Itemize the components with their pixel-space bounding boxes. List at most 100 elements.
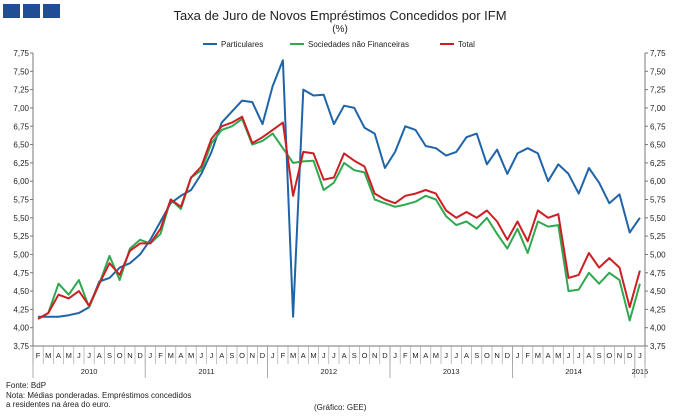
method-note-2: a residentes na área do euro. [6,400,111,409]
y-tick-label-right: 5,00 [650,250,666,259]
y-tick-label-left: 4,25 [13,305,29,314]
x-month-label: J [199,351,203,360]
x-month-label: D [137,351,143,360]
y-tick-label-left: 5,50 [13,214,29,223]
y-tick-label-right: 5,25 [650,232,666,241]
y-tick-label-left: 7,75 [13,49,29,58]
x-month-label: M [45,351,51,360]
x-month-label: N [372,351,377,360]
x-month-label: A [342,351,347,360]
x-month-label: F [525,351,530,360]
y-tick-label-right: 4,50 [650,287,666,296]
y-tick-label-right: 7,50 [650,67,666,76]
x-month-label: F [36,351,41,360]
y-tick-label-right: 4,00 [650,324,666,333]
y-tick-label-left: 4,50 [13,287,29,296]
x-month-label: M [168,351,174,360]
x-month-label: S [352,351,357,360]
x-month-label: N [617,351,622,360]
legend-label-sociedades: Sociedades não Financeiras [308,40,409,49]
y-tick-label-right: 7,00 [650,104,666,113]
x-month-label: A [464,351,469,360]
x-month-label: S [474,351,479,360]
x-month-label: J [87,351,91,360]
x-month-label: D [382,351,388,360]
x-month-label: J [148,351,152,360]
x-month-label: O [484,351,490,360]
logo-square-2 [23,4,40,18]
x-year-label: 2012 [320,367,337,376]
y-tick-label-left: 6,75 [13,122,29,131]
y-tick-label-right: 6,50 [650,141,666,150]
chart-title: Taxa de Juro de Novos Empréstimos Conced… [173,8,507,23]
x-month-label: N [494,351,499,360]
logo-square-3 [43,4,60,18]
x-year-label: 2013 [443,367,460,376]
x-month-label: A [586,351,591,360]
legend-label-total: Total [458,40,475,49]
y-tick-label-right: 4,75 [650,269,666,278]
y-tick-label-left: 3,75 [13,342,29,351]
x-month-label: J [567,351,571,360]
x-month-label: D [505,351,511,360]
series-line-particulares [38,59,641,318]
x-month-label: O [606,351,612,360]
x-month-label: M [555,351,561,360]
y-tick-label-left: 6,50 [13,141,29,150]
x-month-label: O [239,351,245,360]
x-year-label: 2011 [198,367,214,376]
x-month-label: J [210,351,214,360]
x-month-label: F [281,351,286,360]
y-tick-label-left: 6,00 [13,177,29,186]
series-line-sociedades [37,117,641,322]
y-tick-label-right: 6,25 [650,159,666,168]
legend-label-particulares: Particulares [221,40,263,49]
x-month-label: M [188,351,194,360]
x-month-label: M [66,351,72,360]
x-month-label: O [117,351,123,360]
x-month-label: A [423,351,428,360]
series-line-total [37,115,641,320]
source-note: Fonte: BdP [6,381,47,390]
x-year-label: 2015 [632,367,649,376]
x-year-label: 2010 [81,367,98,376]
x-month-label: J [516,351,520,360]
x-month-label: O [362,351,368,360]
x-month-label: S [597,351,602,360]
y-tick-label-right: 7,75 [650,49,666,58]
y-tick-label-right: 3,75 [650,342,666,351]
x-month-label: M [310,351,316,360]
x-month-label: D [627,351,633,360]
y-tick-label-left: 6,25 [13,159,29,168]
chart-credit: (Gráfico: GEE) [314,403,367,412]
x-month-label: N [127,351,132,360]
x-month-label: A [301,351,306,360]
x-month-label: J [577,351,581,360]
x-month-label: J [454,351,458,360]
x-month-label: J [393,351,397,360]
x-month-label: J [77,351,81,360]
x-month-label: J [271,351,275,360]
x-month-label: D [260,351,266,360]
x-month-label: A [56,351,61,360]
y-tick-label-right: 5,75 [650,196,666,205]
y-tick-label-left: 5,00 [13,250,29,259]
x-month-label: A [178,351,183,360]
x-month-label: A [546,351,551,360]
y-tick-label-right: 4,25 [650,305,666,314]
x-month-label: M [433,351,439,360]
x-month-label: J [332,351,336,360]
x-month-label: M [412,351,418,360]
x-month-label: F [158,351,163,360]
y-tick-label-left: 7,00 [13,104,29,113]
x-month-label: J [638,351,642,360]
x-month-label: S [229,351,234,360]
x-month-label: J [322,351,326,360]
y-tick-label-left: 4,00 [13,324,29,333]
x-year-label: 2014 [565,367,582,376]
y-tick-label-left: 5,25 [13,232,29,241]
y-tick-label-right: 6,75 [650,122,666,131]
x-month-label: M [290,351,296,360]
x-month-label: A [97,351,102,360]
